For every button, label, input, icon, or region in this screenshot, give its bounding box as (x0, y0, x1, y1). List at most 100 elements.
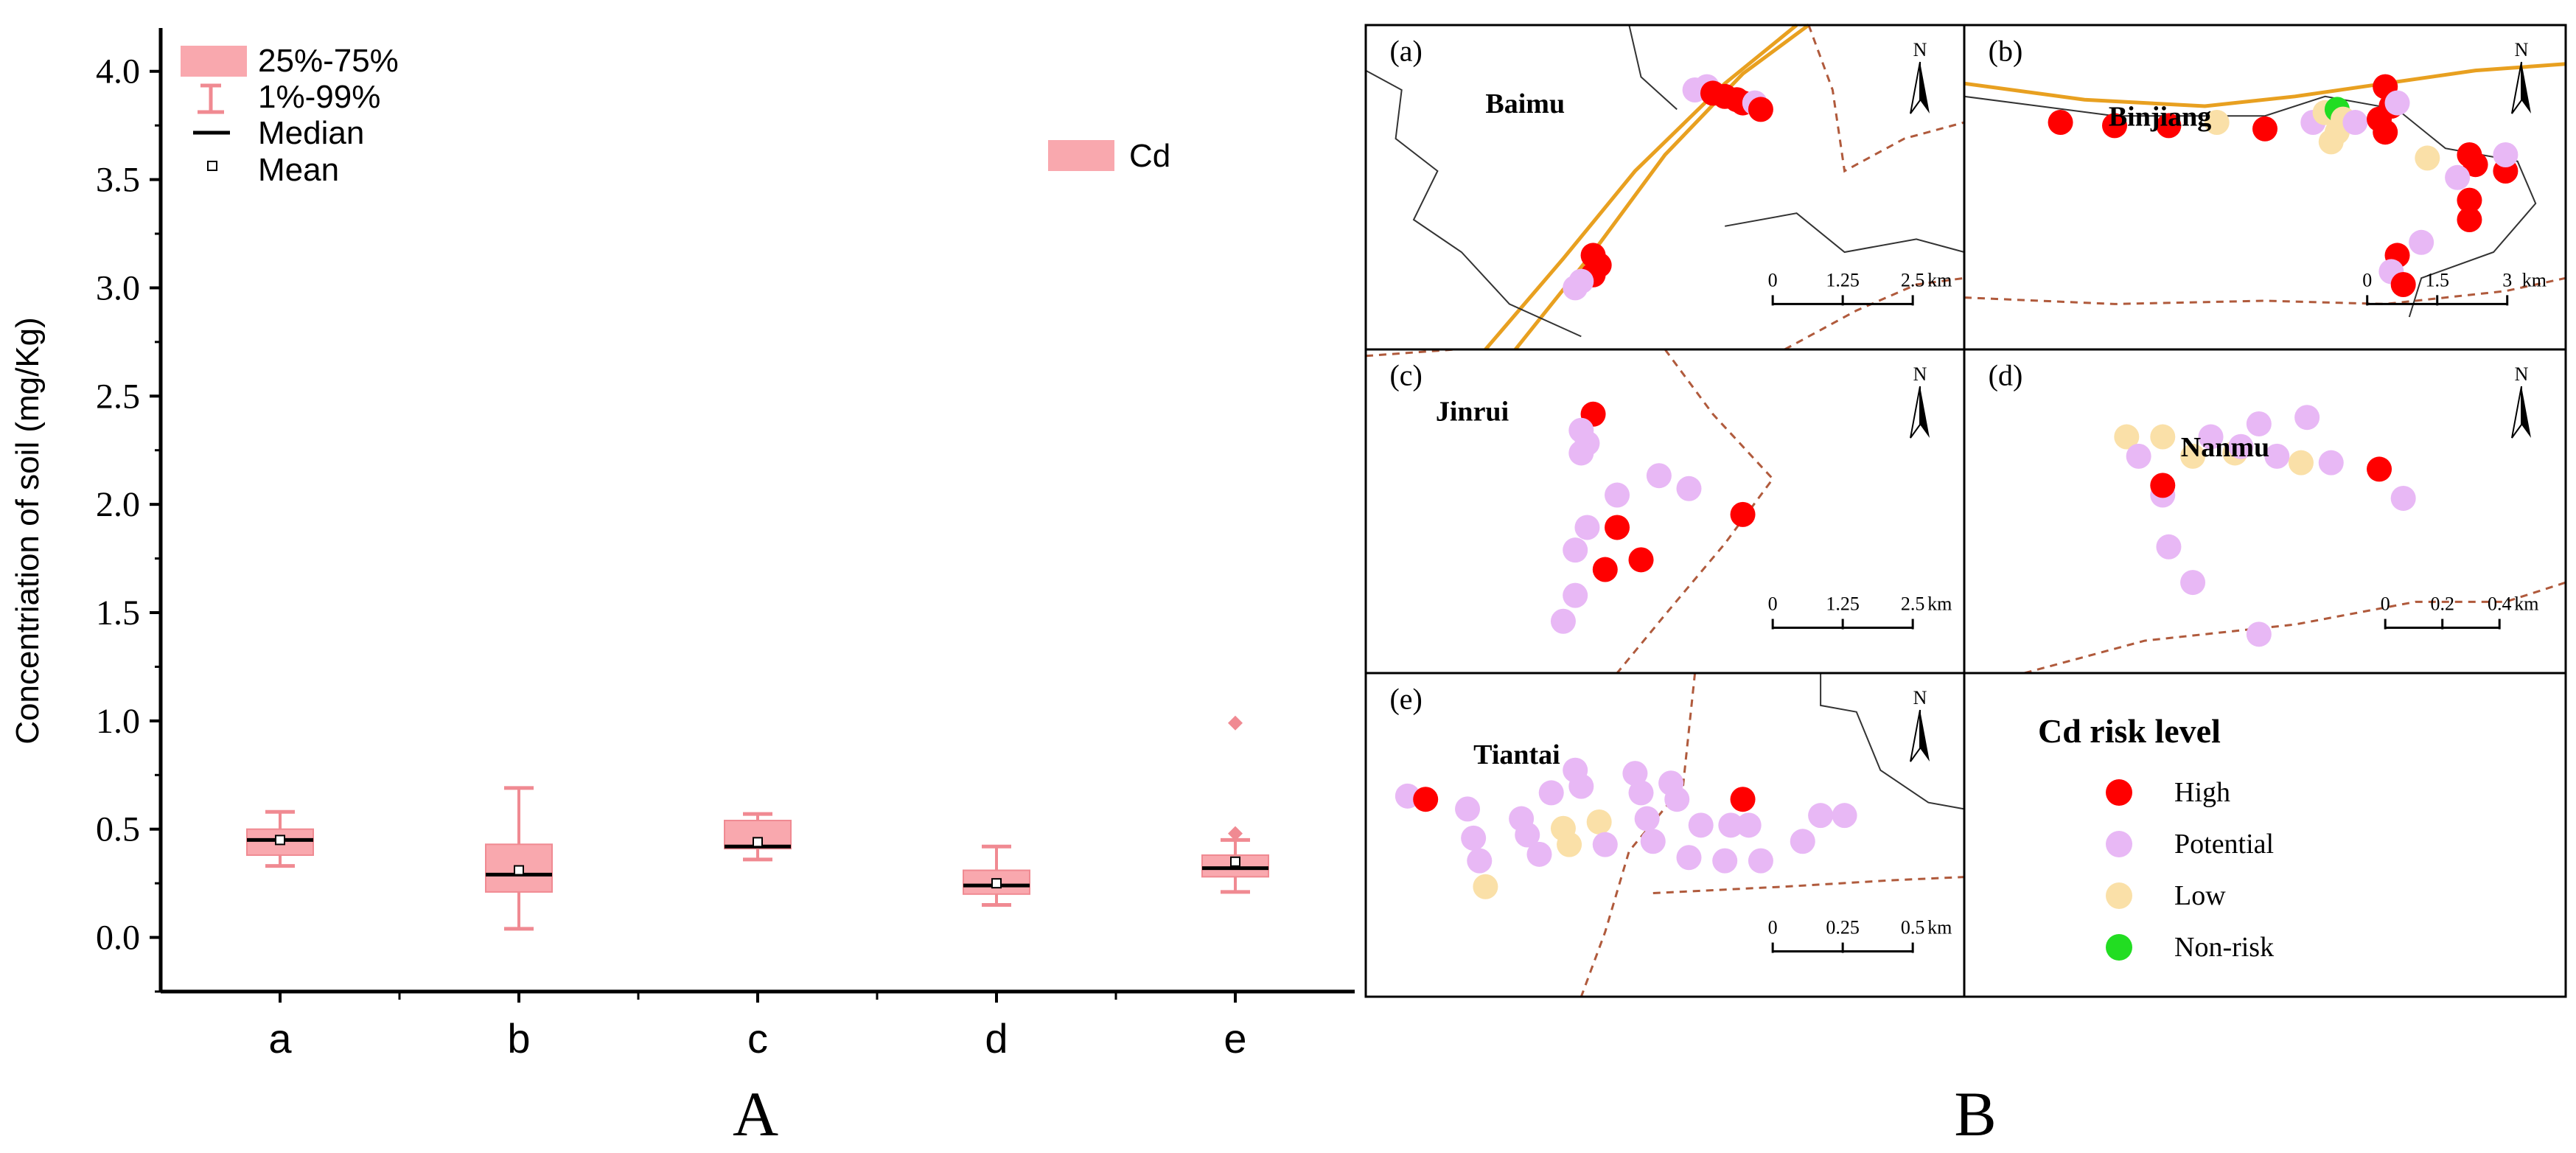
site-potential (2342, 110, 2368, 135)
site-potential (2156, 534, 2182, 560)
scale-bar-tick-label: 0 (2362, 269, 2372, 290)
site-potential (2294, 405, 2320, 431)
site-potential (2409, 229, 2434, 255)
legend-series-label: Cd (1129, 138, 1170, 174)
place-name-nanmu: Nanmu (2181, 432, 2269, 463)
y-tick-label: 0.0 (96, 919, 140, 958)
north-label: N (1913, 363, 1927, 385)
site-potential (1574, 515, 1600, 540)
scale-bar-unit: km (1927, 269, 1952, 290)
sites-baimu (1563, 74, 1773, 301)
site-potential (2318, 450, 2344, 476)
panel-label-a: A (733, 1079, 778, 1149)
site-potential (1467, 848, 1493, 874)
boundary-line (1807, 24, 1965, 173)
boundary-line (1616, 349, 1775, 674)
mean-marker (753, 837, 763, 848)
site-potential (2180, 570, 2206, 596)
panel-a-boxplot: 0.0 0.5 1.0 1.5 2.0 2.5 3.0 3.5 4.0 a b c d e Concen… (10, 28, 1355, 1149)
site-potential (1563, 582, 1588, 608)
box-e (1201, 715, 1269, 894)
site-high (2457, 207, 2482, 232)
outlier-point (1228, 826, 1243, 841)
coast-line (1964, 95, 2537, 318)
north-arrow-icon: N (1910, 39, 1930, 114)
scale-bar-unit: km (1927, 917, 1952, 938)
coast-line (1628, 24, 1678, 111)
map-panel-tag: (d) (1989, 358, 2023, 391)
site-potential (1592, 832, 1618, 857)
risk-legend-swatch-potential (2106, 831, 2132, 857)
risk-legend-label-nonrisk: Non-risk (2174, 932, 2274, 963)
site-potential (1538, 780, 1564, 806)
site-high (2390, 272, 2416, 297)
scale-bar-tick-label: 1.5 (2425, 269, 2449, 290)
y-tick-label: 4.0 (96, 52, 140, 91)
north-arrow-half (2521, 62, 2531, 114)
x-tick-label: a (268, 1015, 292, 1062)
sites-jinrui (1550, 401, 1756, 634)
x-axis-ticks: a b c d e (268, 992, 1247, 1062)
map-grid-frame (1364, 24, 2567, 998)
site-high (2048, 110, 2073, 135)
north-arrow-half (1920, 710, 1930, 762)
scale-bar-tick-label: 2.5 (1901, 593, 1925, 615)
place-name-jinrui: Jinrui (1436, 397, 1509, 428)
road-line (1484, 24, 1798, 351)
place-name-tiantai: Tiantai (1473, 739, 1560, 770)
site-high (2102, 113, 2127, 139)
site-potential (1550, 608, 1576, 634)
scale-bar-tick-label: 2.5 (1901, 269, 1925, 290)
scale-bar-unit: km (1927, 593, 1952, 615)
north-arrow-half (1910, 61, 1921, 114)
site-high (2367, 456, 2392, 482)
site-potential (1622, 761, 1648, 787)
site-high (2373, 119, 2398, 145)
risk-legend-label-high: High (2174, 777, 2230, 808)
mean-marker (991, 878, 1002, 889)
boxplot-legend: 25%-75% 1%-99% Median Mean Cd (181, 43, 1170, 188)
site-potential (1563, 537, 1588, 563)
y-tick-label: 2.5 (96, 377, 140, 416)
y-axis-ticks: 0.0 0.5 1.0 1.5 2.0 2.5 3.0 3.5 4.0 (96, 52, 161, 993)
site-potential (1736, 812, 1762, 838)
iqr-box (724, 819, 792, 850)
site-potential (2264, 443, 2290, 469)
y-tick-label: 0.5 (96, 810, 140, 849)
site-potential (2493, 142, 2519, 167)
place-name-baimu: Baimu (1485, 88, 1565, 119)
site-potential (1568, 773, 1594, 799)
site-high (2150, 473, 2176, 498)
y-axis-title: Concentriation of soil (mg/Kg) (10, 317, 46, 745)
scale-bar-tick-label: 0 (1768, 917, 1778, 938)
site-potential (1718, 812, 1744, 838)
site-high (2457, 187, 2482, 213)
site-potential (1688, 812, 1714, 838)
north-arrow-icon: N (2511, 363, 2531, 439)
site-low (2180, 443, 2206, 469)
north-arrow-icon: N (2511, 39, 2531, 114)
site-potential (2390, 485, 2416, 511)
y-tick-label: 2.0 (96, 485, 140, 524)
scale-bar-tick-label: 0 (2381, 593, 2390, 615)
boundary-line (1365, 348, 1456, 358)
boundary-line (1652, 876, 1965, 894)
legend-series-swatch (1048, 140, 1114, 171)
boundary-line (2024, 581, 2566, 675)
site-low (2150, 424, 2176, 450)
north-arrow-half (1910, 386, 1921, 439)
site-potential (2126, 443, 2151, 469)
scale-bar-tick-label: 0 (1768, 269, 1778, 290)
site-high (2156, 113, 2182, 139)
x-tick-label: d (985, 1015, 1008, 1062)
legend-mean-label: Mean (258, 152, 339, 188)
north-arrow-half (1920, 386, 1930, 438)
scale-bar-tick-label: 1.25 (1826, 593, 1860, 615)
site-low (2114, 424, 2140, 450)
outlier-point (1228, 715, 1243, 731)
scale-bar: 0 1.25 2.5 km (1768, 593, 1952, 630)
box-a (246, 809, 314, 868)
sites-tiantai (1395, 757, 1857, 899)
legend-median-label: Median (258, 115, 364, 151)
